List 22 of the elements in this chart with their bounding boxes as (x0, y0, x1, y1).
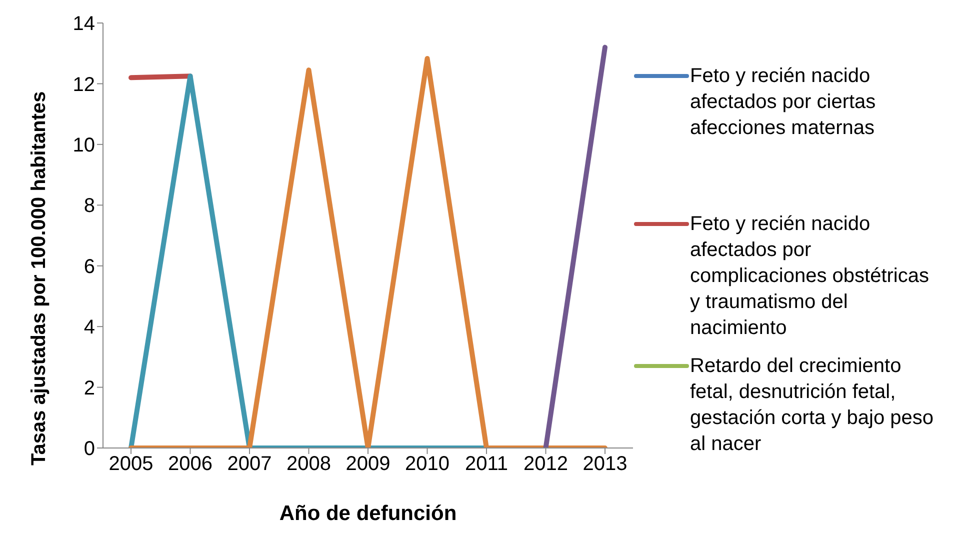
y-tick-label: 2 (84, 377, 95, 400)
y-tick-label: 8 (84, 195, 95, 218)
legend-label: Retardo del crecimiento fetal, desnutrición fetal, gestación corta y bajo peso al nacer (690, 354, 934, 457)
y-tick-label: 14 (72, 13, 95, 36)
x-axis-title: Año de defunción (279, 502, 457, 525)
legend-label: Feto y recién nacido afectados por complicaciones obstétricas y traumatismo del nacimiento (690, 212, 930, 341)
legend-label: Feto y recién nacido afectados por ciertas afecciones maternas (690, 64, 877, 141)
y-tick-label: 6 (84, 256, 95, 278)
y-tick-label: 0 (84, 438, 95, 460)
y-tick-label: 4 (84, 316, 95, 339)
x-tick-label: 2011 (464, 453, 508, 476)
x-tick-label: 2013 (582, 453, 628, 476)
x-tick-label: 2009 (346, 453, 390, 476)
y-tick-label: 10 (72, 134, 95, 157)
x-tick-label: 2012 (524, 453, 568, 476)
x-tick-label: 2005 (108, 453, 154, 476)
y-axis-title: Tasas ajustadas por 100.000 habitantes (28, 91, 50, 466)
x-tick-label: 2006 (168, 453, 212, 476)
y-tick-label: 12 (72, 74, 95, 96)
x-tick-label: 2010 (405, 453, 450, 476)
x-tick-label: 2008 (286, 453, 331, 476)
x-tick-label: 2007 (227, 453, 272, 476)
